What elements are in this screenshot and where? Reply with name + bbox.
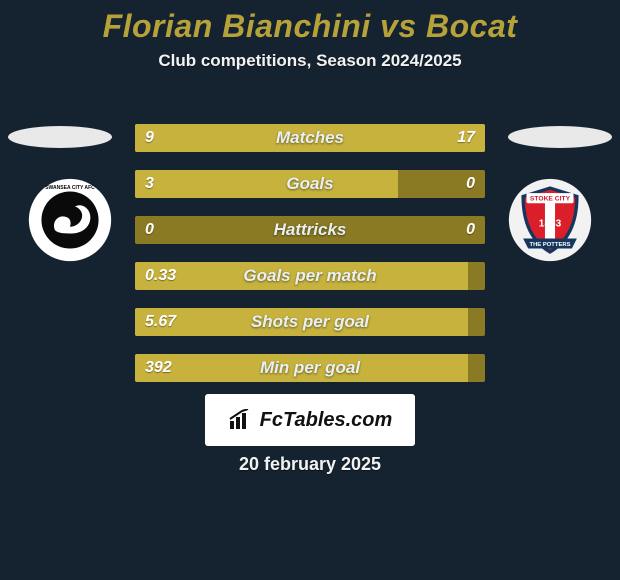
page-subtitle: Club competitions, Season 2024/2025 bbox=[0, 51, 620, 71]
brand-chart-icon bbox=[228, 409, 254, 431]
stat-bar-row: 917Matches bbox=[135, 124, 485, 152]
club-crest-left: SWANSEA CITY AFC bbox=[28, 178, 112, 262]
stoke-crest-icon: STOKE CITY 1863 THE POTTERS bbox=[508, 178, 592, 262]
svg-text:STOKE CITY: STOKE CITY bbox=[530, 196, 571, 203]
player-left-name-oval bbox=[8, 126, 112, 148]
stat-bar-label: Matches bbox=[135, 124, 485, 152]
svg-text:1863: 1863 bbox=[539, 219, 562, 230]
stat-bar-row: 0.33Goals per match bbox=[135, 262, 485, 290]
stat-bar-row: 392Min per goal bbox=[135, 354, 485, 382]
svg-text:SWANSEA CITY AFC: SWANSEA CITY AFC bbox=[45, 185, 95, 191]
swansea-crest-icon: SWANSEA CITY AFC bbox=[28, 178, 112, 262]
stat-bar-row: 30Goals bbox=[135, 170, 485, 198]
stat-bar-label: Shots per goal bbox=[135, 308, 485, 336]
brand-box: FcTables.com bbox=[205, 394, 415, 446]
stat-bar-label: Min per goal bbox=[135, 354, 485, 382]
svg-text:THE POTTERS: THE POTTERS bbox=[529, 242, 570, 248]
comparison-card: Florian Bianchini vs Bocat Club competit… bbox=[0, 0, 620, 580]
stat-bar-row: 00Hattricks bbox=[135, 216, 485, 244]
brand-text: FcTables.com bbox=[260, 409, 393, 432]
page-title: Florian Bianchini vs Bocat bbox=[0, 0, 620, 45]
stat-bar-label: Goals bbox=[135, 170, 485, 198]
stat-bar-row: 5.67Shots per goal bbox=[135, 308, 485, 336]
club-crest-right: STOKE CITY 1863 THE POTTERS bbox=[508, 178, 592, 262]
comparison-date: 20 february 2025 bbox=[0, 454, 620, 475]
stat-bar-label: Goals per match bbox=[135, 262, 485, 290]
player-right-name-oval bbox=[508, 126, 612, 148]
stat-bars: 917Matches 30Goals 00Hattricks 0.33Goals pe… bbox=[135, 124, 485, 400]
stat-bar-label: Hattricks bbox=[135, 216, 485, 244]
